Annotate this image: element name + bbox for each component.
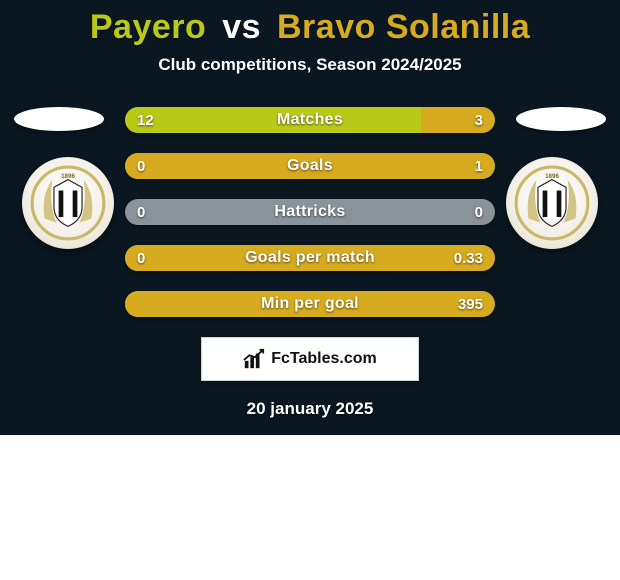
subtitle: Club competitions, Season 2024/2025	[0, 55, 620, 75]
comparison-widget: Payero vs Bravo Solanilla Club competiti…	[0, 0, 620, 580]
udinese-crest-icon: 1896	[513, 164, 591, 242]
player1-flag	[14, 107, 104, 131]
stat-row: 123Matches	[125, 107, 495, 133]
bar-chart-icon	[243, 348, 265, 370]
player2-club-badge: 1896	[506, 157, 598, 249]
player1-name: Payero	[90, 8, 206, 46]
page-title: Payero vs Bravo Solanilla	[0, 0, 620, 47]
stat-bars: 123Matches 01Goals 00Hattricks 00.33Goals p…	[125, 107, 495, 317]
player2-name: Bravo Solanilla	[277, 8, 530, 46]
stat-label: Min per goal	[125, 291, 495, 317]
stat-row: 00.33Goals per match	[125, 245, 495, 271]
udinese-crest-icon: 1896	[29, 164, 107, 242]
svg-text:1896: 1896	[61, 173, 75, 180]
stat-label: Matches	[125, 107, 495, 133]
date-line: 20 january 2025	[0, 399, 620, 419]
stat-label: Goals	[125, 153, 495, 179]
stat-row: 01Goals	[125, 153, 495, 179]
brand-text: FcTables.com	[271, 350, 377, 368]
stat-label: Hattricks	[125, 199, 495, 225]
svg-text:1896: 1896	[545, 173, 559, 180]
comparison-arena: 1896 1896 123Matches 01Goals 00Hattricks 00…	[0, 107, 620, 317]
player1-club-badge: 1896	[22, 157, 114, 249]
stat-row: 00Hattricks	[125, 199, 495, 225]
stat-row: 395Min per goal	[125, 291, 495, 317]
stat-label: Goals per match	[125, 245, 495, 271]
brand-box: FcTables.com	[201, 337, 419, 381]
vs-text: vs	[222, 8, 261, 46]
player2-flag	[516, 107, 606, 131]
